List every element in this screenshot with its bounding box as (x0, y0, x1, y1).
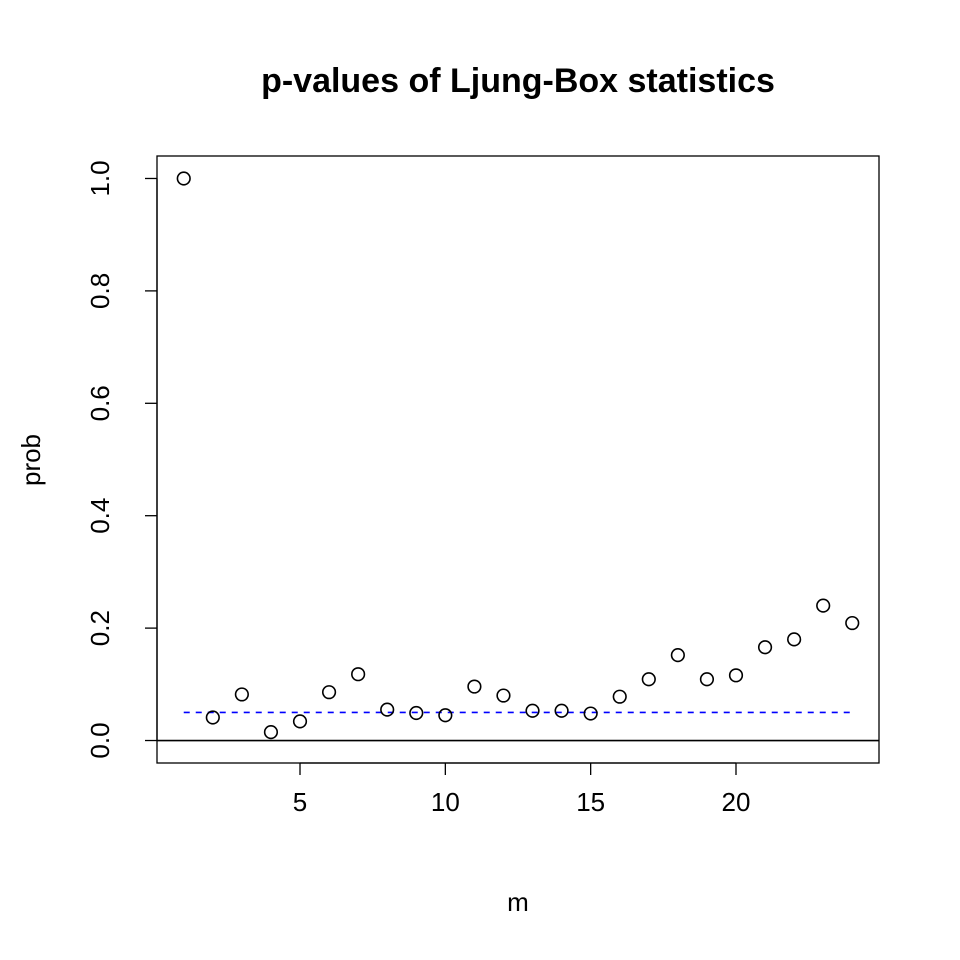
data-point (554, 703, 569, 718)
data-point (787, 632, 802, 647)
data-point (612, 689, 627, 704)
data-point (757, 640, 773, 655)
data-point (670, 647, 685, 663)
y-tick-label: 0.0 (85, 722, 115, 758)
data-point (351, 667, 366, 682)
data-point (205, 710, 220, 725)
plot-border (156, 155, 880, 764)
data-point (292, 714, 308, 729)
data-point (467, 679, 482, 694)
y-axis-label: prob (16, 434, 46, 486)
data-point (845, 615, 860, 631)
data-point (583, 706, 598, 721)
y-tick-label: 0.8 (85, 273, 115, 309)
data-point (409, 705, 424, 721)
chart-title: p-values of Ljung-Box statistics (261, 62, 775, 100)
y-tick-label: 0.2 (85, 610, 115, 646)
x-tick-label: 10 (431, 787, 460, 817)
data-point (641, 672, 656, 687)
data-point (438, 708, 453, 723)
data-point (496, 688, 511, 703)
y-tick-label: 1.0 (85, 160, 115, 196)
x-tick-label: 15 (576, 787, 605, 817)
y-tick-label: 0.4 (85, 498, 115, 534)
data-point (321, 685, 337, 700)
y-tick-label: 0.6 (85, 385, 115, 421)
data-point (525, 703, 540, 718)
data-point (234, 687, 249, 702)
data-point (380, 702, 395, 717)
x-tick-label: 20 (722, 787, 751, 817)
data-point (816, 598, 831, 613)
data-point (699, 672, 715, 687)
x-tick-label: 5 (293, 787, 307, 817)
plot-area: 5 10 15 20 0.0 0.2 0.4 0.6 0.8 1.0 (85, 155, 880, 817)
x-axis-label: m (507, 887, 529, 917)
data-point (728, 668, 744, 683)
data-point (176, 171, 191, 186)
data-point (263, 724, 279, 740)
